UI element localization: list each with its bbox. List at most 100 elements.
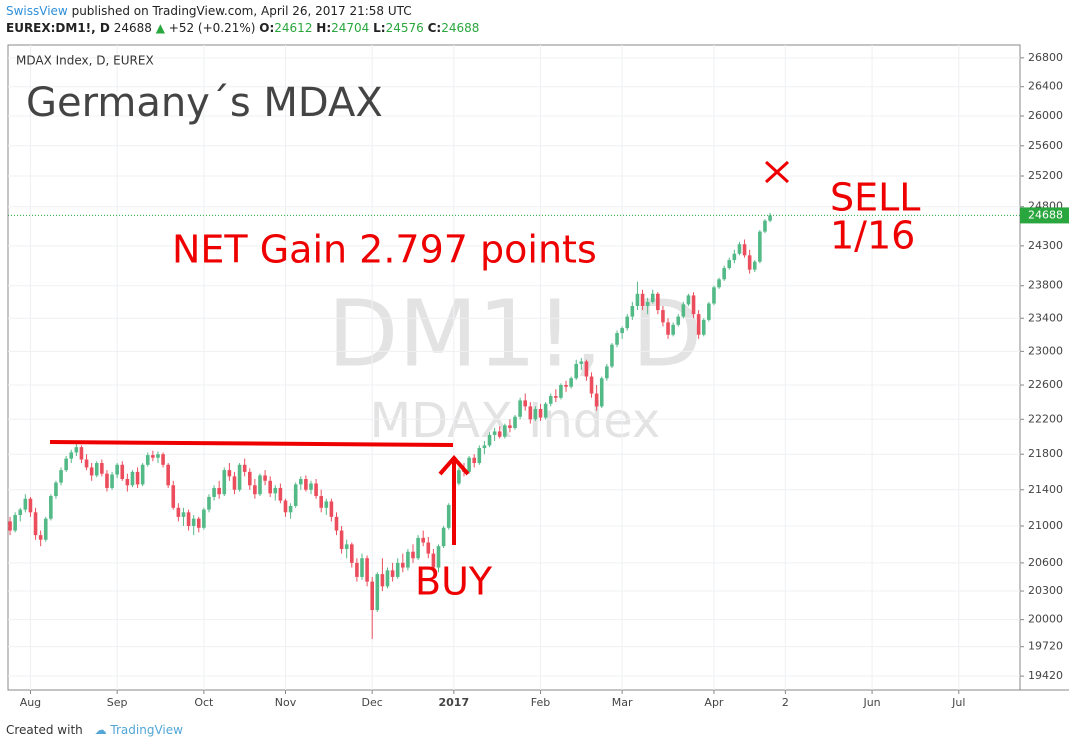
- x-tick-label: Feb: [531, 696, 550, 709]
- y-tick-label: 22600: [1028, 378, 1063, 391]
- candle-body: [38, 535, 43, 540]
- candle-body: [355, 562, 359, 577]
- candle-body: [752, 261, 757, 270]
- x-tick-label: Oct: [194, 696, 214, 709]
- logo[interactable]: ☁: [94, 723, 107, 737]
- watermark: DM1!, D: [328, 280, 703, 387]
- candle-body: [360, 558, 364, 577]
- candle-body: [477, 448, 482, 464]
- candle-body: [492, 431, 497, 435]
- candle-body: [54, 482, 58, 497]
- h-label: H:: [316, 21, 332, 35]
- candle-body: [650, 293, 655, 302]
- candle-body: [217, 487, 221, 495]
- candle-body: [712, 287, 716, 304]
- candle-body: [314, 483, 318, 497]
- candle-body: [701, 319, 706, 335]
- candle-body: [145, 455, 150, 465]
- candle-body: [681, 304, 686, 317]
- candle-body: [304, 479, 308, 490]
- y-tick-label: 22200: [1028, 412, 1063, 425]
- candle-body: [401, 562, 405, 568]
- candle-body: [344, 544, 349, 549]
- candle-body: [298, 479, 303, 485]
- candle-body: [171, 485, 176, 508]
- candle-body: [554, 396, 558, 398]
- candle-body: [28, 498, 33, 513]
- candle-body: [548, 396, 553, 404]
- candle-body: [747, 255, 752, 270]
- candle-body: [671, 324, 675, 335]
- candle-body: [176, 507, 181, 517]
- candle-body: [105, 473, 109, 488]
- header-line: EUREX:DM1!, D 24688 ▲ +52 (+0.21%) O:246…: [6, 20, 479, 37]
- candle-body: [523, 400, 528, 407]
- last-price-label: 24688: [1028, 208, 1063, 221]
- candle-body: [94, 463, 99, 476]
- author[interactable]: SwissView: [6, 4, 68, 18]
- candle-body: [564, 385, 568, 387]
- candle-body: [625, 316, 630, 329]
- candle-body: [319, 496, 323, 508]
- candle-body: [135, 471, 140, 485]
- resistance-line: [49, 440, 454, 447]
- candle-body: [324, 501, 329, 508]
- candle-body: [237, 464, 242, 490]
- candle-body: [8, 521, 12, 531]
- candle-body: [349, 544, 354, 563]
- candle-body: [518, 400, 522, 417]
- candle-body: [666, 322, 670, 335]
- published: published on TradingView.com, April 26, …: [71, 4, 412, 18]
- sell-date: 1/16: [830, 214, 915, 258]
- candle-body: [115, 464, 119, 475]
- x-tick-label: Aug: [20, 696, 41, 709]
- candle-body: [64, 458, 68, 471]
- candle-body: [258, 475, 262, 495]
- candle-body: [426, 542, 431, 554]
- candle-body: [441, 527, 446, 547]
- x-tick-label: Jun: [862, 696, 880, 709]
- change: +52 (+0.21%): [168, 21, 256, 35]
- candle-body: [533, 408, 538, 420]
- candle-body: [181, 512, 186, 517]
- candle-body: [140, 464, 145, 485]
- candle-body: [309, 483, 313, 490]
- candle-body: [227, 470, 232, 477]
- candle-body: [23, 498, 28, 510]
- candle-body: [33, 512, 38, 536]
- candle-body: [610, 344, 614, 367]
- candle-body: [222, 470, 227, 495]
- candle-body: [421, 537, 426, 543]
- y-tick-label: 26000: [1028, 109, 1063, 122]
- candle-body: [543, 403, 548, 418]
- candle-body: [125, 479, 130, 486]
- candle-body: [288, 505, 293, 513]
- candle-body: [156, 454, 160, 458]
- candle-body: [472, 457, 477, 464]
- candle-body: [457, 470, 461, 484]
- candle-body: [574, 363, 579, 379]
- candle-body: [686, 295, 691, 305]
- x-tick-label: Sep: [107, 696, 128, 709]
- candle-body: [242, 464, 247, 472]
- candle-body: [186, 512, 191, 526]
- o-label: O:: [259, 21, 275, 35]
- candle-body: [497, 431, 502, 437]
- candle-body: [732, 253, 737, 261]
- candle-body: [161, 454, 165, 465]
- y-tick-label: 21800: [1028, 447, 1063, 460]
- candle-body: [74, 447, 79, 453]
- candle-body: [584, 361, 589, 377]
- candle-body: [375, 574, 380, 611]
- candle-body: [768, 215, 772, 221]
- price: 24688: [113, 21, 152, 35]
- candle-body: [640, 293, 645, 306]
- candle-body: [620, 328, 624, 334]
- candle-body: [594, 393, 599, 407]
- candle-body: [268, 480, 272, 494]
- up-arrow: ▲: [155, 21, 165, 35]
- brand[interactable]: TradingView: [110, 723, 183, 737]
- candle-body: [615, 333, 619, 345]
- candle-body: [191, 518, 196, 526]
